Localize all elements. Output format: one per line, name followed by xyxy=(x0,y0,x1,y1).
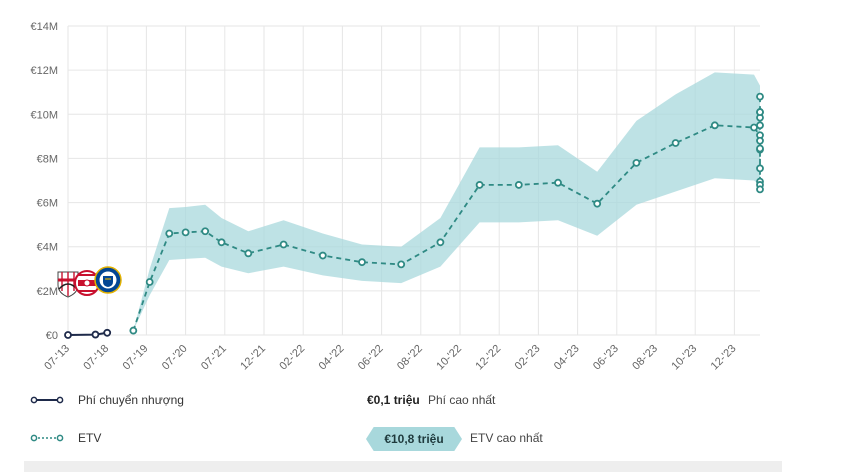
x-tick-label: 04-'23 xyxy=(552,343,582,373)
etv-point[interactable] xyxy=(554,178,562,187)
etv-point[interactable] xyxy=(593,199,602,208)
fee-legend-label: Phí chuyển nhượng xyxy=(78,393,184,407)
footer-note-bar xyxy=(24,461,782,472)
series-points xyxy=(64,92,764,339)
etv-legend-symbol xyxy=(30,434,64,442)
fee-max-value: €0,1 triệu xyxy=(367,393,420,407)
x-tick-label: 07-'13 xyxy=(42,343,72,373)
etv-legend-label: ETV xyxy=(78,431,102,445)
x-tick-label: 08-'23 xyxy=(630,343,660,373)
etv-point[interactable] xyxy=(632,158,641,167)
etv-point[interactable] xyxy=(201,227,210,236)
etv-max-value-badge: €10,8 triệu xyxy=(366,427,462,451)
etv-point[interactable] xyxy=(514,181,523,189)
x-tick-label: 07-'18 xyxy=(81,343,111,373)
x-tick-label: 02-'23 xyxy=(513,343,543,373)
etv-point[interactable] xyxy=(436,238,445,247)
x-tick-label: 12-'22 xyxy=(473,343,503,373)
x-axis-ticks: 07-'13 07-'18 07-'19 07-'20 07-'21 12-'21 02-'… xyxy=(42,343,738,373)
etv-point[interactable] xyxy=(358,258,366,267)
y-tick-label: €14M xyxy=(30,21,58,33)
etv-point[interactable] xyxy=(145,278,154,286)
x-tick-label: 02-'22 xyxy=(277,343,307,373)
etv-point[interactable] xyxy=(397,260,406,269)
y-tick-label: €6M xyxy=(37,198,58,210)
legend-fee: Phí chuyển nhượng €0,1 triệu Phí cao nhấ… xyxy=(0,389,842,413)
fee-series-line xyxy=(67,331,108,336)
x-tick-label: 07-'21 xyxy=(199,343,229,373)
club-crest-icons xyxy=(57,266,122,298)
etv-point[interactable] xyxy=(279,240,288,249)
x-tick-label: 07-'20 xyxy=(160,343,190,373)
y-tick-label: €2M xyxy=(37,286,58,298)
fee-legend-symbol xyxy=(30,396,64,404)
etv-point[interactable] xyxy=(671,139,680,147)
x-tick-label: 06-'22 xyxy=(356,343,386,373)
etv-point[interactable] xyxy=(756,92,764,101)
x-tick-label: 07-'19 xyxy=(121,343,151,373)
fee-point[interactable] xyxy=(91,330,100,339)
etv-range-band xyxy=(133,37,761,331)
y-tick-label: €12M xyxy=(30,65,58,77)
etv-point[interactable] xyxy=(756,144,764,153)
etv-point[interactable] xyxy=(750,123,758,132)
y-tick-label: €4M xyxy=(37,242,58,254)
fee-point[interactable] xyxy=(64,331,72,339)
etv-point[interactable] xyxy=(244,249,253,258)
x-tick-label: 06-'23 xyxy=(591,343,621,373)
etv-point[interactable] xyxy=(181,228,190,237)
etv-max-label: ETV cao nhất xyxy=(470,431,543,445)
x-tick-label: 10-'23 xyxy=(669,343,699,373)
etv-series-line xyxy=(132,96,761,331)
club-crest-2-icon[interactable] xyxy=(74,270,100,296)
y-tick-label: €0 xyxy=(46,330,58,342)
x-tick-label: 10-'22 xyxy=(434,343,464,373)
legend-etv: ETV €10,8 triệu ETV cao nhất xyxy=(0,427,842,451)
etv-point[interactable] xyxy=(165,229,174,238)
etv-point[interactable] xyxy=(756,185,764,194)
etv-point[interactable] xyxy=(710,121,719,130)
etv-point[interactable] xyxy=(129,326,138,335)
y-tick-label: €10M xyxy=(30,109,58,121)
etv-point[interactable] xyxy=(475,181,484,189)
etv-point[interactable] xyxy=(756,164,764,173)
fee-max-label: Phí cao nhất xyxy=(428,393,496,407)
etv-point[interactable] xyxy=(217,238,226,247)
market-value-chart: €0€2M€4M€6M€8M€10M€12M€14M 07-'13 07-'18 0… xyxy=(30,21,764,373)
x-tick-label: 12-'21 xyxy=(238,343,268,373)
fee-point[interactable] xyxy=(103,328,112,337)
etv-point[interactable] xyxy=(756,121,764,130)
x-tick-label: 04-'22 xyxy=(317,343,347,373)
club-crest-3-icon[interactable] xyxy=(94,266,122,294)
y-tick-label: €8M xyxy=(37,153,58,165)
y-axis-ticks: €0 €2M €4M €6M €8M €10M €12M €14M xyxy=(30,21,58,342)
etv-point[interactable] xyxy=(756,136,764,145)
x-tick-label: 08-'22 xyxy=(395,343,425,373)
etv-point[interactable] xyxy=(756,108,764,116)
etv-point[interactable] xyxy=(318,251,327,260)
x-tick-label: 12-'23 xyxy=(709,343,739,373)
